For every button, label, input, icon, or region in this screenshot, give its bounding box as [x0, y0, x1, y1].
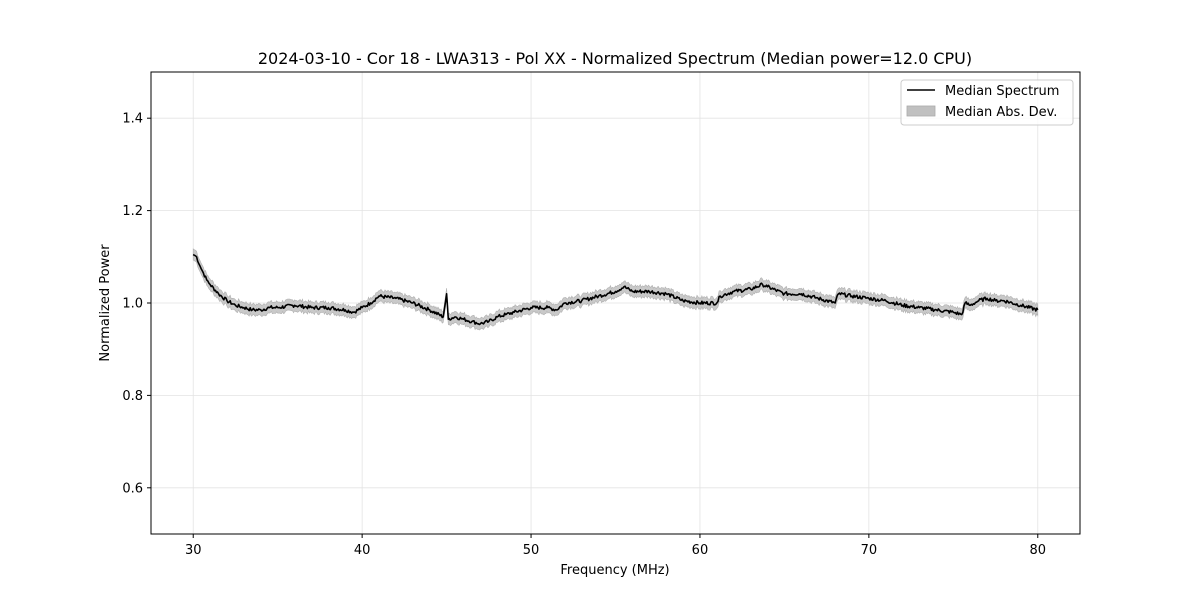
legend: Median Spectrum Median Abs. Dev.	[900, 79, 1074, 126]
x-tick-label: 30	[185, 543, 202, 558]
y-axis-label: Normalized Power	[98, 244, 113, 362]
y-tick-label: 1.4	[122, 112, 143, 127]
x-axis-ticks: 30 40 50 60 70 80	[185, 534, 1046, 558]
legend-band-swatch	[906, 105, 936, 117]
x-tick-label: 40	[354, 543, 371, 558]
y-tick-label: 1.2	[122, 204, 143, 219]
legend-box	[900, 79, 1074, 126]
median-spectrum-line	[192, 253, 1039, 326]
y-axis-ticks: 0.6 0.8 1.0 1.2 1.4	[122, 112, 151, 496]
y-tick-label: 1.0	[122, 297, 143, 312]
x-tick-label: 50	[523, 543, 540, 558]
y-tick-label: 0.6	[122, 481, 143, 496]
legend-entry-median-spectrum: Median Spectrum	[945, 84, 1059, 99]
chart-title: 2024-03-10 - Cor 18 - LWA313 - Pol XX - …	[258, 49, 972, 68]
median-abs-dev-band	[192, 248, 1039, 331]
y-tick-label: 0.8	[122, 389, 143, 404]
x-tick-label: 60	[692, 543, 709, 558]
x-tick-label: 70	[861, 543, 878, 558]
legend-entry-median-abs-dev: Median Abs. Dev.	[945, 105, 1057, 120]
x-tick-label: 80	[1029, 543, 1046, 558]
x-axis-label: Frequency (MHz)	[560, 563, 669, 578]
